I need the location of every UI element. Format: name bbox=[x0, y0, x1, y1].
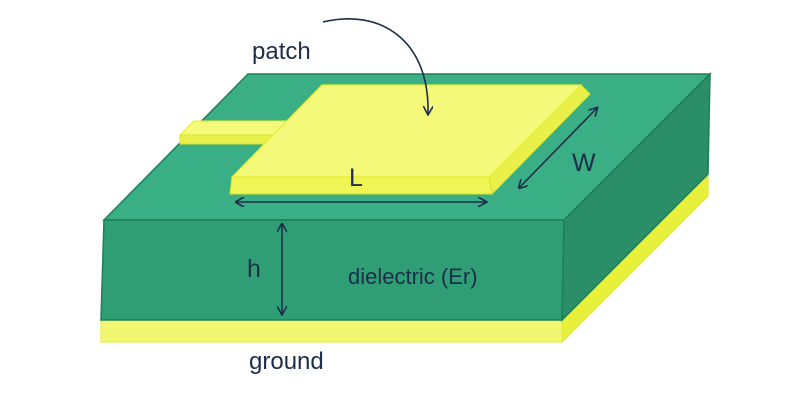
ground-label: ground bbox=[249, 348, 324, 375]
width-dimension-arrow bbox=[519, 108, 597, 188]
patch-label: patch bbox=[252, 38, 311, 65]
width-label: W bbox=[572, 149, 596, 177]
height-label: h bbox=[247, 255, 261, 283]
dielectric-label: dielectric (Er) bbox=[348, 264, 478, 289]
patch-top-face bbox=[230, 84, 583, 178]
ground-plane bbox=[100, 172, 709, 344]
length-label: L bbox=[349, 164, 363, 192]
ground-plane-front bbox=[100, 319, 563, 343]
patch-pointer-arrow bbox=[322, 18, 428, 114]
substrate-front-face bbox=[100, 219, 565, 321]
feed-line bbox=[178, 120, 298, 145]
